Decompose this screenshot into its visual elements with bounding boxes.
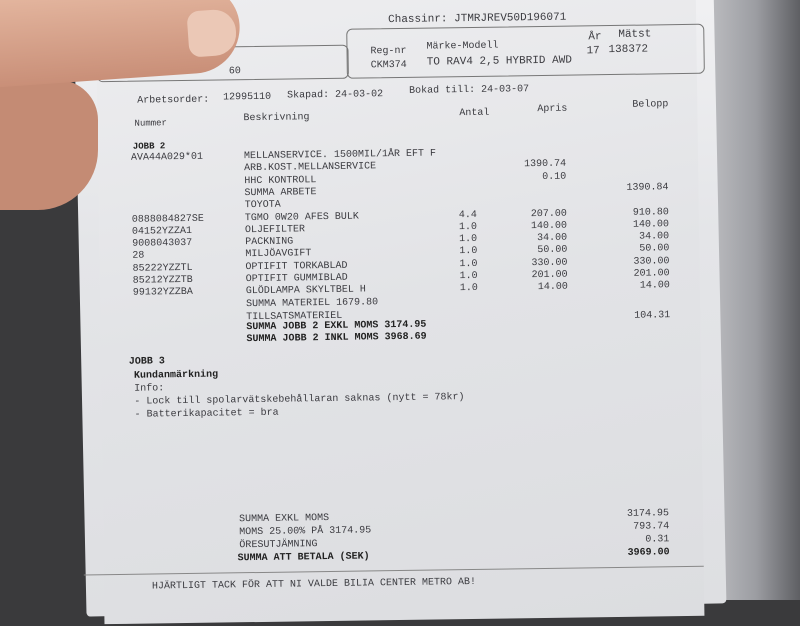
- item-unit-price: 34.00: [537, 232, 568, 245]
- item-description: TOYOTA: [244, 199, 281, 212]
- item-description: TGMO 0W20 AFES BULK: [244, 211, 359, 224]
- col-description: Beskrivning: [243, 112, 310, 125]
- job3-title: JOBB 3: [128, 356, 165, 368]
- item-number: 99132YZZBA: [132, 287, 193, 300]
- item-qty: 1.0: [458, 221, 478, 233]
- order-booked: Bokad till: 24-03-07: [409, 84, 530, 97]
- grand-total-label: SUMMA ATT BETALA (SEK): [237, 551, 370, 565]
- chassis-number: Chassinr: JTMRJREV50D196071: [388, 11, 567, 27]
- total-label: ÖRESUTJÄMNING: [239, 539, 318, 552]
- item-number: AVA44A029*01: [130, 151, 204, 164]
- item-description: SUMMA MATERIEL 1679.80: [245, 296, 379, 310]
- item-description: PACKNING: [245, 236, 294, 249]
- item-amount: 910.80: [632, 206, 669, 219]
- regnr-label: Reg-nr: [370, 45, 407, 58]
- year-label: År: [588, 31, 602, 44]
- item-unit-price: 50.00: [537, 245, 568, 257]
- item-unit-price: 207.00: [530, 208, 567, 220]
- order-created: Skapad: 24-03-02: [287, 89, 384, 102]
- total-label: MOMS 25.00% PÅ 3174.95: [239, 525, 372, 539]
- item-unit-price: 14.00: [537, 281, 568, 294]
- item-number: 85222YZZTL: [132, 262, 193, 275]
- item-qty: 1.0: [459, 283, 478, 295]
- item-qty: 1.0: [459, 246, 478, 258]
- item-amount: 1390.84: [626, 182, 669, 194]
- item-description: OPTIFIT TORKABLAD: [245, 260, 348, 273]
- job3-info: Info:: [134, 383, 165, 395]
- receipt: Chassinr: JTMRJREV50D196071 60 Reg-nr CK…: [83, 0, 705, 625]
- item-qty: 1.0: [459, 270, 478, 283]
- order-label: Arbetsorder:: [137, 94, 210, 107]
- item-amount: 140.00: [632, 219, 670, 231]
- col-unit-price: Apris: [537, 103, 568, 116]
- partial-text: 60: [228, 66, 241, 78]
- job2-total-incl: SUMMA JOBB 2 INKL MOMS 3968.69: [246, 331, 427, 346]
- col-number: Nummer: [134, 118, 167, 129]
- item-amount: 34.00: [639, 231, 670, 243]
- job2-title: JOBB 2: [132, 141, 166, 152]
- grand-total-value: 3969.00: [627, 547, 670, 559]
- item-unit-price: 140.00: [530, 220, 568, 232]
- model-value: TO RAV4 2,5 HYBRID AWD: [426, 54, 572, 69]
- model-label: Märke-Modell: [426, 40, 499, 53]
- mileage-label: Mätst: [618, 28, 652, 41]
- item-description: HHC KONTROLL: [244, 174, 317, 187]
- item-amount: 330.00: [633, 255, 670, 268]
- order-number: 12995110: [223, 91, 272, 104]
- item-number: 0888084827SE: [131, 213, 204, 226]
- item-amount: 104.31: [634, 310, 671, 322]
- item-qty: 4.4: [458, 209, 477, 221]
- item-unit-price: 1390.74: [524, 158, 567, 171]
- item-unit-price: 330.00: [531, 257, 568, 269]
- item-description: SUMMA ARBETE: [244, 187, 317, 200]
- year-value: 17: [586, 45, 600, 58]
- item-number: 04152YZZA1: [131, 225, 193, 238]
- total-value: 0.31: [645, 534, 670, 546]
- col-amount: Belopp: [632, 99, 669, 111]
- item-amount: 50.00: [639, 243, 670, 256]
- hand-palm: [0, 80, 98, 210]
- item-amount: 14.00: [639, 280, 670, 292]
- item-unit-price: 0.10: [542, 171, 567, 183]
- col-qty: Antal: [459, 107, 490, 120]
- item-description: MILJÖAVGIFT: [245, 248, 312, 261]
- item-description: ARB.KOST.MELLANSERVICE: [244, 161, 377, 175]
- item-amount: 201.00: [633, 268, 670, 280]
- item-number: 9008043037: [132, 237, 193, 250]
- total-label: SUMMA EXKL MOMS: [238, 513, 330, 526]
- job3-remark-title: Kundanmärkning: [133, 369, 219, 382]
- item-qty: 1.0: [459, 258, 478, 270]
- item-qty: 1.0: [459, 234, 478, 246]
- regnr-value: CKM374: [370, 59, 407, 72]
- item-unit-price: 201.00: [531, 269, 568, 282]
- total-value: 3174.95: [626, 508, 670, 520]
- item-number: 28: [132, 250, 145, 263]
- job3-note: - Batterikapacitet = bra: [134, 407, 279, 421]
- total-value: 793.74: [633, 521, 670, 533]
- mileage-value: 138372: [608, 43, 649, 57]
- item-description: OLJEFILTER: [244, 224, 306, 236]
- item-number: 85212YZZTB: [132, 274, 193, 287]
